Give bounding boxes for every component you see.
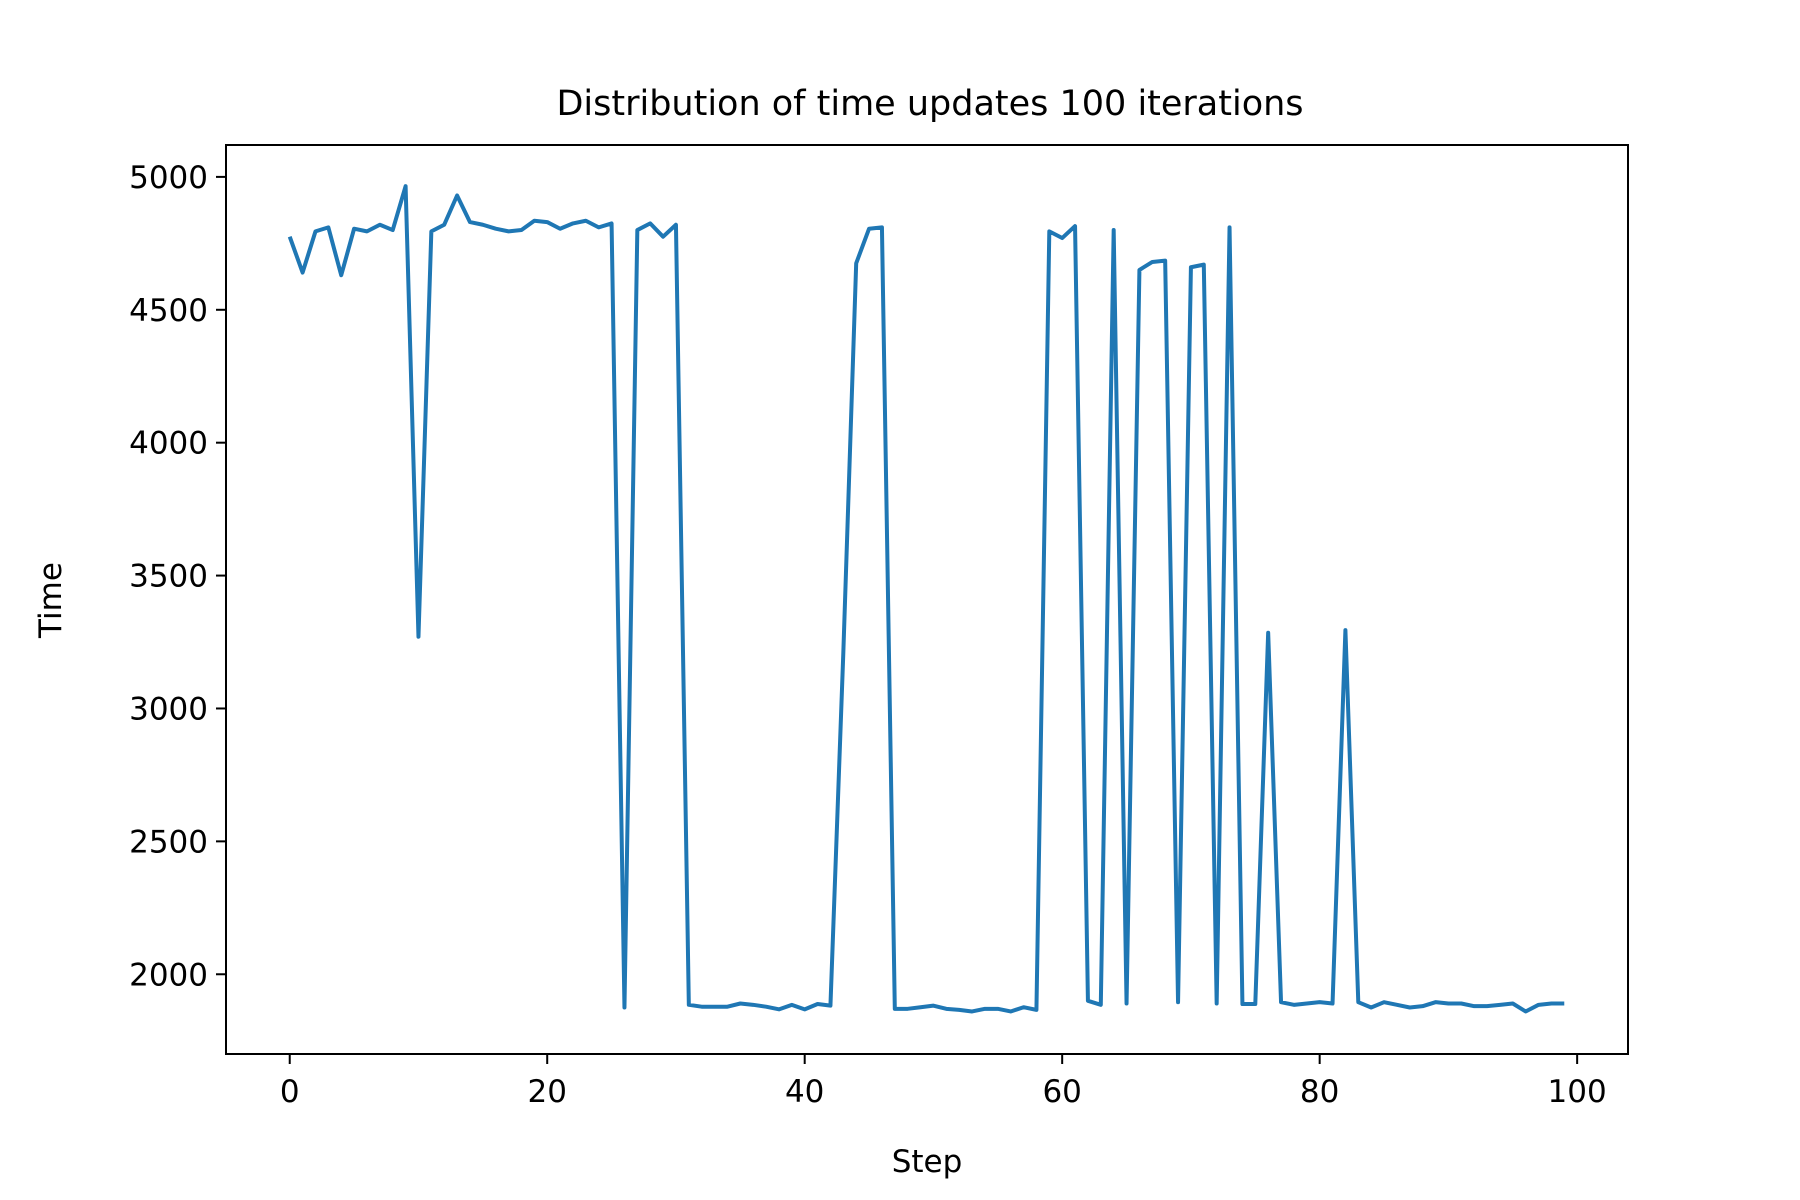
plot-area: [287, 184, 1565, 1014]
y-tick-label: 4500: [129, 293, 208, 329]
x-tick-label: 40: [785, 1074, 824, 1110]
x-tick-label: 60: [1042, 1074, 1081, 1110]
y-tick-label: 3000: [129, 691, 208, 727]
y-axis: 2000 2500 3000 3500 4000 4500 5000: [129, 160, 226, 993]
plot-frame: [225, 144, 1629, 1055]
y-tick-label: 4000: [129, 426, 208, 462]
x-tick-label: 100: [1548, 1074, 1607, 1110]
x-tick-label: 0: [280, 1074, 300, 1110]
x-tick-label: 80: [1300, 1074, 1339, 1110]
y-tick-label: 2000: [129, 957, 208, 993]
x-axis: 0 20 40 60 80 100: [280, 1054, 1607, 1110]
chart-title: Distribution of time updates 100 iterati…: [556, 84, 1303, 124]
y-tick-label: 2500: [129, 824, 208, 860]
y-axis-label: Time: [33, 562, 69, 639]
x-axis-label: Step: [892, 1144, 963, 1180]
series-line-0: [287, 184, 1565, 1014]
x-tick-label: 20: [527, 1074, 566, 1110]
y-tick-label: 3500: [129, 559, 208, 595]
y-tick-label: 5000: [129, 160, 208, 196]
